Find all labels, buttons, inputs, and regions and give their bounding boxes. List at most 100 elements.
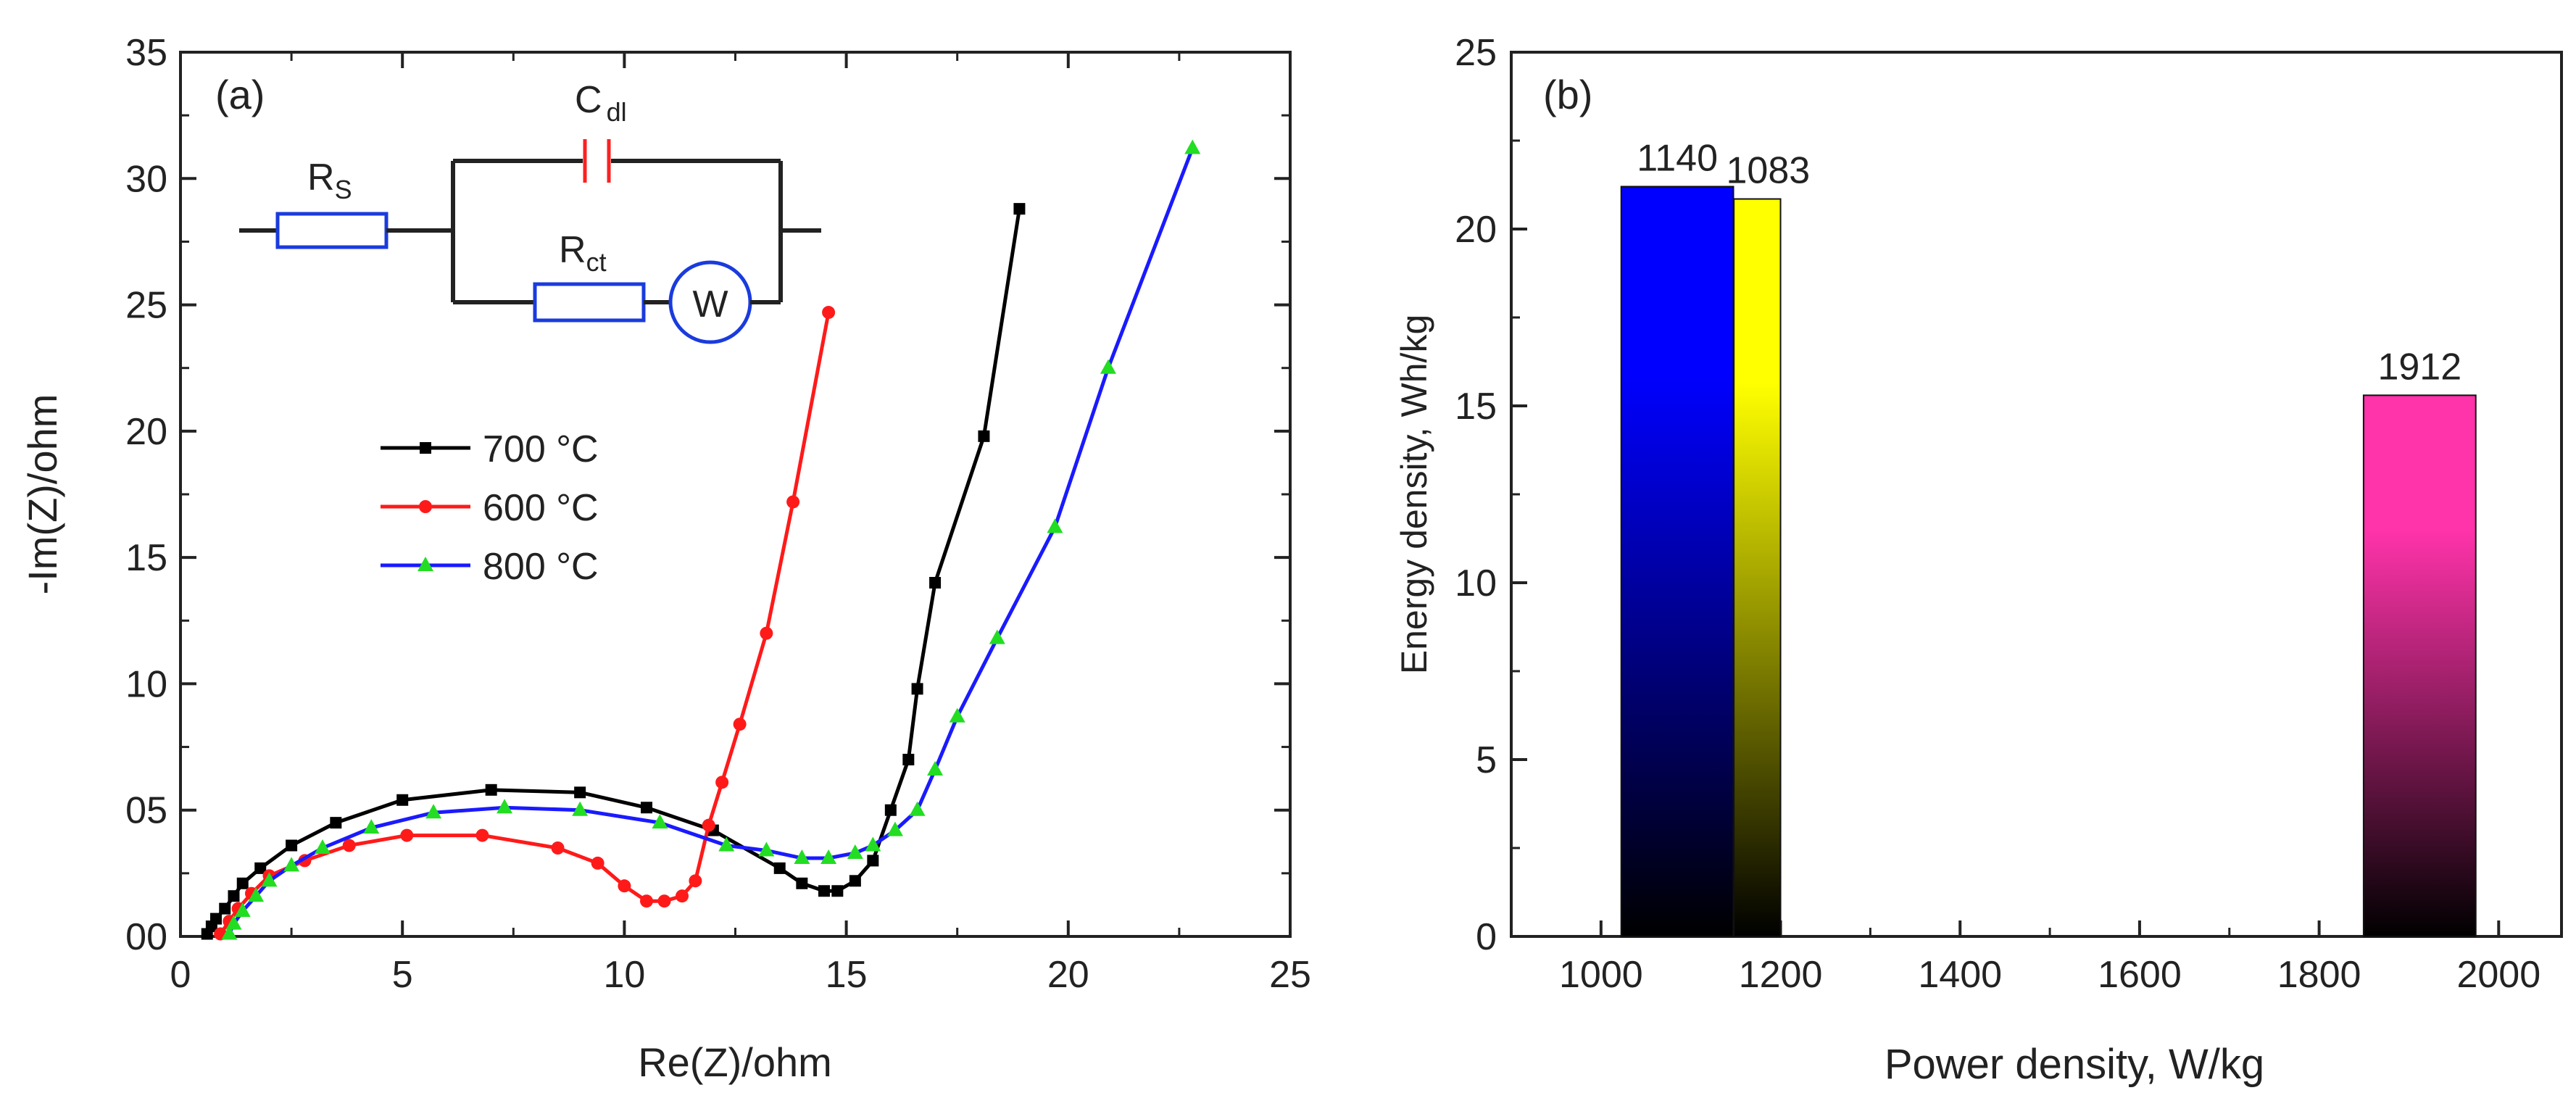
data-point-series-0: [911, 683, 923, 695]
data-point-series-2: [225, 915, 242, 930]
x-tick-label-b: 1400: [1918, 954, 2002, 996]
y-tick-label-a: 35: [125, 32, 167, 74]
data-point-series-2: [221, 925, 238, 940]
data-point-series-0: [867, 855, 879, 867]
x-tick-label-b: 2000: [2456, 954, 2540, 996]
x-tick-label-a: 0: [170, 954, 191, 996]
y-tick-label-b: 15: [1455, 386, 1497, 428]
panel-label-a: (a): [215, 72, 265, 117]
data-point-series-1: [702, 818, 715, 832]
data-point-series-2: [248, 887, 265, 902]
data-point-series-0: [796, 877, 808, 889]
data-point-series-1: [676, 889, 689, 903]
data-point-series-0: [1013, 203, 1026, 215]
x-tick-label-b: 1600: [2098, 954, 2182, 996]
data-point-series-0: [929, 577, 942, 589]
series-line-1: [219, 312, 831, 935]
data-point-series-0: [849, 875, 861, 887]
y-tick-label-a: 30: [125, 158, 167, 200]
data-point-series-2: [847, 844, 863, 859]
data-point-series-2: [425, 804, 442, 819]
data-point-series-2: [820, 849, 837, 864]
data-point-series-2: [1100, 359, 1116, 374]
data-point-series-1: [342, 839, 356, 852]
legend-marker-1: [419, 500, 432, 513]
bar-value-label-1: 1083: [1726, 150, 1810, 192]
resistor-rct: [533, 282, 646, 323]
data-point-series-0: [330, 817, 342, 829]
data-point-series-2: [886, 821, 903, 836]
data-point-series-2: [949, 707, 965, 723]
data-point-series-0: [286, 839, 298, 852]
data-point-series-0: [396, 794, 409, 806]
y-tick-label-a: 15: [125, 537, 167, 579]
rct-label: Rct: [559, 229, 607, 277]
bar-value-label-2: 1912: [2377, 346, 2461, 388]
x-tick-label-a: 10: [603, 954, 645, 996]
data-point-series-2: [234, 902, 251, 918]
y-axis-label-a: -Im(Z)/ohm: [20, 394, 65, 595]
legend-label-2: 800 °C: [483, 546, 599, 588]
w-label: W: [692, 283, 728, 325]
data-point-series-1: [551, 841, 565, 855]
data-point-series-1: [733, 718, 747, 731]
y-tick-label-a: 10: [125, 663, 167, 705]
resistor-rs: [275, 212, 389, 249]
data-point-series-1: [618, 879, 631, 893]
data-point-series-0: [978, 430, 990, 442]
equivalent-circuit-inset: [239, 139, 821, 344]
legend-a: 700 °C 600 °C 800 °C: [381, 428, 599, 588]
data-point-series-2: [261, 872, 278, 887]
data-point-series-2: [314, 839, 331, 854]
data-point-series-2: [1047, 518, 1063, 533]
data-point-series-2: [909, 801, 926, 816]
panel-label-b: (b): [1543, 72, 1592, 117]
legend-label-1: 600 °C: [483, 487, 599, 529]
data-point-series-2: [652, 814, 668, 829]
x-tick-label-a: 5: [392, 954, 413, 996]
bar-value-label-0: 1140: [1637, 137, 1718, 179]
data-point-series-0: [773, 862, 786, 874]
data-point-series-2: [1184, 139, 1201, 154]
data-point-series-0: [884, 804, 897, 816]
y-tick-label-a: 20: [125, 411, 167, 453]
data-point-series-0: [228, 890, 240, 902]
y-tick-label-b: 5: [1476, 739, 1497, 781]
data-point-series-2: [363, 819, 380, 834]
data-point-series-2: [865, 836, 881, 852]
data-point-series-2: [572, 801, 589, 816]
bar-0: [1620, 186, 1734, 938]
data-point-series-2: [927, 760, 944, 776]
x-tick-label-a: 15: [826, 954, 868, 996]
x-tick-label-b: 1000: [1559, 954, 1643, 996]
y-tick-label-b: 25: [1455, 32, 1497, 74]
data-point-series-1: [715, 776, 729, 789]
data-point-series-0: [574, 786, 586, 799]
y-tick-label-b: 20: [1455, 209, 1497, 251]
data-point-series-0: [641, 802, 653, 814]
data-point-series-1: [475, 828, 489, 842]
data-point-series-2: [496, 799, 513, 814]
data-point-series-0: [209, 913, 222, 925]
data-point-series-0: [236, 877, 249, 889]
data-point-series-1: [657, 894, 671, 908]
data-point-series-1: [400, 828, 414, 842]
bar-2: [2362, 394, 2477, 937]
y-tick-label-a: 25: [125, 285, 167, 327]
y-tick-label-b: 0: [1476, 916, 1497, 958]
x-tick-label-a: 20: [1047, 954, 1089, 996]
data-point-series-1: [689, 874, 702, 888]
bar-1: [1733, 198, 1782, 937]
data-point-series-1: [760, 626, 773, 640]
series-line-0: [205, 208, 1021, 935]
y-axis-label-b: Energy density, Wh/kg: [1394, 315, 1434, 675]
data-point-series-2: [758, 841, 775, 857]
data-point-series-1: [786, 495, 800, 509]
data-point-series-2: [794, 849, 810, 864]
data-point-series-0: [254, 862, 267, 874]
series-line-2: [228, 147, 1194, 935]
data-point-series-1: [591, 856, 604, 870]
